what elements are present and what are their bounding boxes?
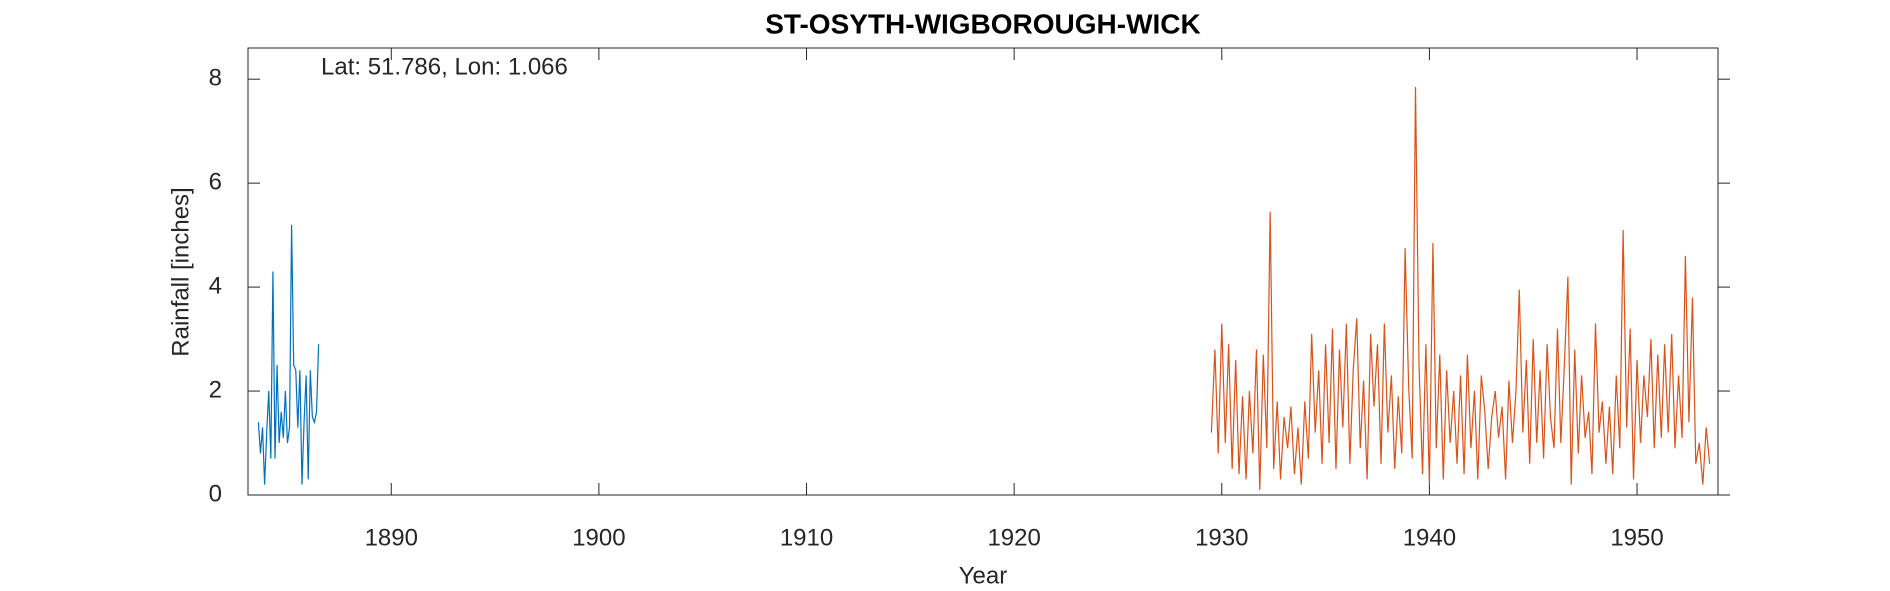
y-tick-label: 8	[209, 65, 222, 92]
series-line	[257, 224, 320, 485]
x-tick-label: 1930	[1195, 524, 1248, 551]
x-tick-label: 1950	[1610, 524, 1663, 551]
y-tick-label: 0	[209, 480, 222, 507]
y-tick-label: 4	[209, 272, 222, 299]
x-tick-label: 1910	[780, 524, 833, 551]
x-axis-label: Year	[959, 562, 1008, 589]
x-tick-label: 1920	[987, 524, 1040, 551]
y-tick-label: 2	[209, 376, 222, 403]
chart-title: ST-OSYTH-WIGBOROUGH-WICK	[765, 8, 1201, 39]
x-tick-label: 1900	[572, 524, 625, 551]
annotation: Lat: 51.786, Lon: 1.066	[321, 53, 568, 80]
y-axis-label: Rainfall [inches]	[167, 187, 194, 356]
y-tick-label: 6	[209, 168, 222, 195]
series-line	[1210, 86, 1711, 490]
x-tick-label: 1940	[1403, 524, 1456, 551]
x-tick-label: 1890	[365, 524, 418, 551]
